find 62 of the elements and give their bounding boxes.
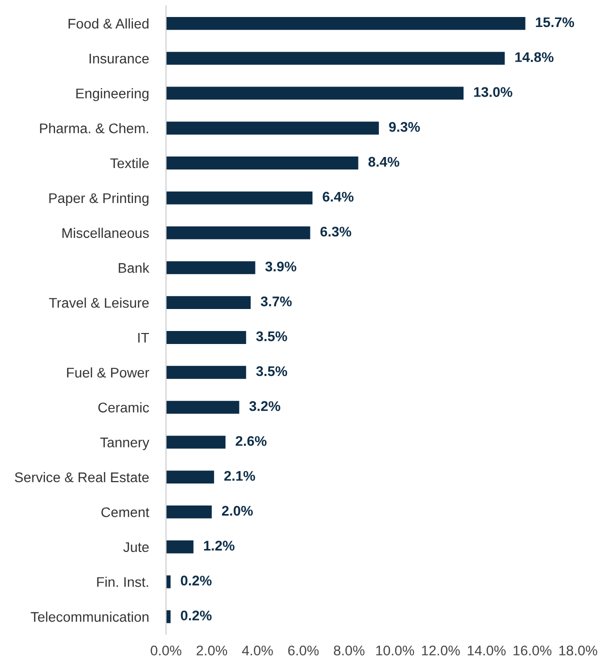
bar — [166, 331, 246, 344]
bar — [166, 296, 251, 310]
data-label: 0.2% — [180, 610, 212, 620]
bar — [166, 226, 310, 240]
y-tick-label: Miscellaneous — [62, 228, 149, 238]
bar — [166, 470, 214, 484]
x-tick-label: 6.0% — [288, 646, 319, 656]
bar — [166, 261, 256, 274]
y-tick-label: Service & Real Estate — [14, 472, 149, 482]
data-label: 2.1% — [224, 470, 256, 481]
bar — [166, 540, 194, 554]
y-tick-label: Food & Allied — [68, 18, 148, 29]
y-tick-label: Fuel & Power — [67, 367, 150, 378]
y-tick-label: Insurance — [90, 54, 149, 64]
y-tick-label: Telecommunication — [30, 612, 148, 622]
x-tick-label: 14.0% — [468, 646, 506, 656]
data-label: 2.0% — [222, 506, 253, 516]
bar — [166, 52, 505, 65]
data-label: 3.5% — [256, 366, 288, 376]
x-tick-label: 16.0% — [514, 646, 552, 656]
bar — [166, 400, 240, 414]
x-tick-label: 10.0% — [376, 646, 414, 656]
data-label: 15.7% — [536, 17, 574, 28]
y-tick-label: Paper & Printing — [49, 192, 148, 206]
y-tick-label: Tannery — [100, 438, 150, 450]
data-label: 6.4% — [322, 192, 354, 202]
data-label: 6.3% — [320, 226, 352, 237]
x-tick-label: 4.0% — [242, 646, 273, 656]
x-tick-label: 8.0% — [334, 646, 364, 656]
data-label: 13.0% — [474, 87, 512, 97]
y-tick-label: Cement — [101, 507, 150, 518]
bar — [166, 16, 526, 30]
data-label: 3.7% — [260, 296, 292, 306]
x-tick-label: 18.0% — [559, 646, 598, 656]
y-tick-label: Travel & Leisure — [49, 298, 149, 308]
bar — [166, 506, 212, 518]
y-tick-label: Textile — [110, 158, 149, 168]
y-tick-label: Engineering — [76, 88, 148, 102]
x-tick-label: 2.0% — [196, 646, 228, 656]
data-label: 0.2% — [180, 576, 212, 586]
y-tick-label: Pharma. & Chem. — [40, 123, 148, 134]
x-tick-label: 12.0% — [422, 646, 460, 656]
data-label: 8.4% — [368, 156, 400, 167]
bar — [166, 122, 379, 135]
y-tick-label: Ceramic — [98, 402, 149, 412]
data-label: 3.9% — [265, 262, 296, 272]
y-tick-label: Jute — [123, 542, 149, 552]
bar — [166, 86, 464, 100]
data-label: 9.3% — [389, 122, 420, 132]
bar — [166, 156, 358, 170]
x-tick-label: 0.0% — [150, 646, 182, 656]
data-label: 3.2% — [249, 401, 280, 412]
bar — [166, 191, 312, 204]
y-tick-label: Bank — [118, 262, 150, 273]
data-label: 3.5% — [256, 331, 288, 342]
bar — [166, 436, 226, 449]
y-tick-label: Fin. Inst. — [97, 576, 148, 587]
data-label: 1.2% — [204, 540, 234, 551]
bar — [166, 366, 246, 379]
data-label: 14.8% — [515, 52, 554, 62]
data-label: 2.6% — [236, 436, 267, 446]
y-tick-label: IT — [138, 332, 150, 343]
